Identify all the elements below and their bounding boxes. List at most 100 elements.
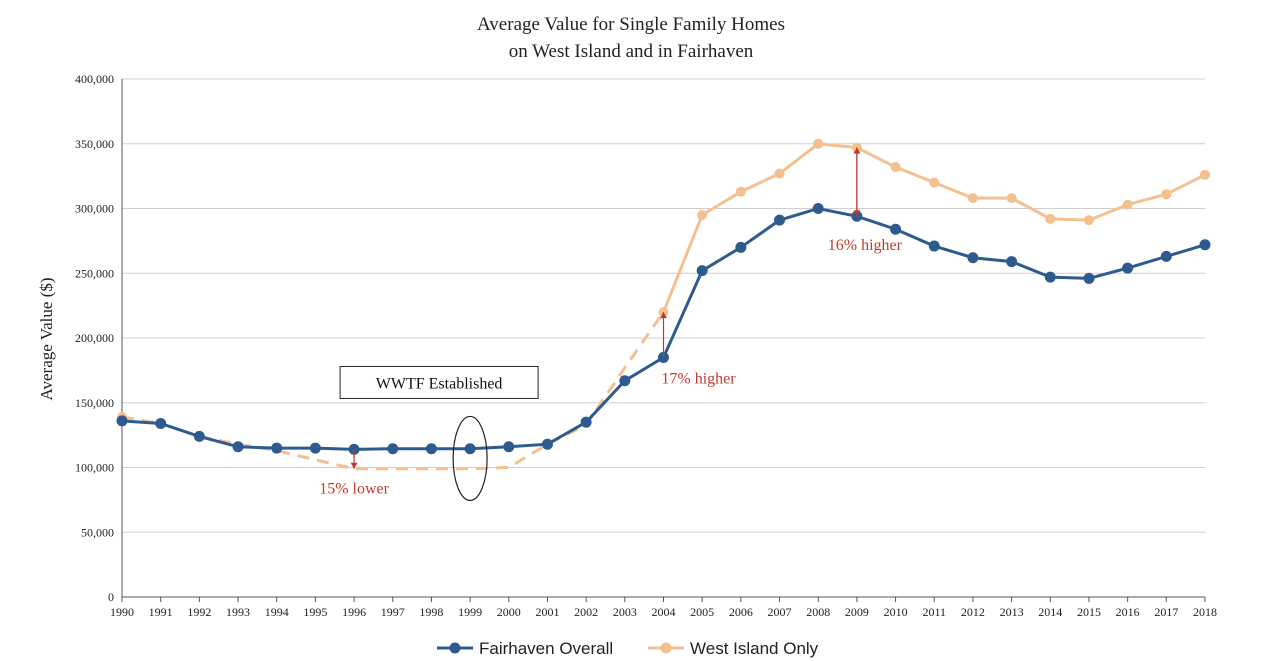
- west-island-point: [735, 186, 746, 197]
- fairhaven-point: [193, 430, 205, 442]
- legend-swatch-marker: [449, 642, 461, 654]
- fairhaven-point: [890, 223, 902, 235]
- fairhaven-point: [619, 375, 631, 387]
- x-tick-label: 1996: [342, 605, 366, 619]
- legend-label: West Island Only: [690, 639, 819, 658]
- fairhaven-point: [387, 443, 399, 455]
- legend-label: Fairhaven Overall: [479, 639, 613, 658]
- west-island-point: [774, 168, 785, 179]
- fairhaven-point: [425, 443, 437, 455]
- x-tick-label: 2014: [1038, 605, 1062, 619]
- fairhaven-point: [812, 203, 824, 214]
- x-tick-label: 2002: [574, 605, 598, 619]
- west-island-point: [1122, 199, 1133, 210]
- west-island-point: [1200, 169, 1210, 180]
- y-axis-label: Average Value ($): [37, 277, 56, 400]
- x-tick-label: 2013: [1000, 605, 1024, 619]
- arrow-head: [660, 312, 667, 319]
- x-tick-label: 2000: [497, 605, 521, 619]
- y-tick-label: 350,000: [75, 137, 114, 151]
- legend-swatch-marker: [660, 642, 672, 654]
- x-tick-label: 2018: [1193, 605, 1217, 619]
- annotation-label: 15% lower: [319, 481, 389, 498]
- x-tick-label: 1998: [419, 605, 443, 619]
- fairhaven-point: [541, 438, 553, 450]
- x-tick-label: 2015: [1077, 605, 1101, 619]
- x-tick-label: 2006: [729, 605, 753, 619]
- x-tick-label: 2016: [1116, 605, 1140, 619]
- west-island-point: [1006, 193, 1017, 204]
- x-tick-label: 1992: [187, 605, 211, 619]
- fairhaven-point: [696, 265, 708, 277]
- x-tick-label: 2017: [1154, 605, 1178, 619]
- y-tick-label: 300,000: [75, 202, 114, 216]
- y-tick-label: 200,000: [75, 331, 114, 345]
- west-island-point: [967, 193, 978, 204]
- chart-title: Average Value for Single Family Homes on…: [477, 14, 785, 62]
- x-tick-label: 1993: [226, 605, 250, 619]
- x-tick-label: 1997: [381, 605, 405, 619]
- fairhaven-point: [967, 252, 979, 264]
- fairhaven-point: [232, 441, 244, 453]
- x-tick-label: 1991: [149, 605, 173, 619]
- x-tick-label: 1999: [458, 605, 482, 619]
- arrow-head: [853, 147, 861, 154]
- fairhaven-point: [309, 442, 321, 454]
- y-tick-label: 400,000: [75, 72, 114, 86]
- x-tick-label: 2011: [922, 605, 946, 619]
- annotations: 15% lower 17% higher 16% higher WWTF Establ…: [319, 147, 903, 502]
- fairhaven-point: [1044, 271, 1056, 283]
- x-tick-label: 2010: [884, 605, 908, 619]
- x-tick-label: 1994: [265, 605, 289, 619]
- y-tick-label: 150,000: [75, 396, 114, 410]
- chart-title-line-1: Average Value for Single Family Homes: [477, 14, 785, 35]
- series-line-west-island-dashed: [121, 311, 665, 471]
- wwtf-label: WWTF Established: [376, 375, 503, 392]
- west-island-point: [1045, 213, 1056, 224]
- fairhaven-point: [271, 442, 283, 454]
- x-tick-label: 1990: [110, 605, 134, 619]
- x-tick-label: 2005: [690, 605, 714, 619]
- west-island-point: [1083, 215, 1094, 226]
- x-tick-label: 2012: [961, 605, 985, 619]
- series-lines: [116, 138, 1211, 471]
- fairhaven-point: [928, 240, 940, 252]
- legend: Fairhaven Overall West Island Only: [437, 639, 819, 658]
- west-island-point: [1161, 189, 1172, 200]
- x-tick-label: 2008: [806, 605, 830, 619]
- y-tick-label: 100,000: [75, 461, 114, 475]
- fairhaven-point: [1160, 250, 1172, 262]
- annotation-label: 16% higher: [828, 237, 903, 254]
- west-island-point: [697, 209, 708, 220]
- fairhaven-point: [155, 417, 167, 429]
- x-axis-ticks: 1990 1991 1992 1993 1994 1995 1996 1997 1998 1999…: [110, 597, 1217, 619]
- fairhaven-point: [116, 415, 128, 427]
- fairhaven-point: [580, 416, 592, 428]
- x-tick-label: 2007: [768, 605, 792, 619]
- series-line-west-island: [662, 142, 1206, 313]
- fairhaven-point: [774, 214, 786, 226]
- x-tick-label: 2009: [845, 605, 869, 619]
- annotation-label: 17% higher: [661, 370, 736, 387]
- x-tick-label: 2004: [652, 605, 676, 619]
- fairhaven-point: [1083, 272, 1095, 284]
- y-axis-ticks: 0 50,000 100,000 150,000 200,000 250,000 300,0…: [75, 72, 114, 604]
- fairhaven-point: [735, 241, 747, 253]
- fairhaven-point: [1199, 239, 1211, 251]
- y-tick-label: 50,000: [81, 525, 114, 539]
- y-tick-label: 0: [108, 590, 114, 604]
- west-island-point: [813, 138, 824, 149]
- y-tick-label: 250,000: [75, 266, 114, 280]
- fairhaven-point: [503, 441, 515, 453]
- wwtf-box: [339, 365, 539, 399]
- west-island-point: [890, 162, 901, 173]
- x-tick-label: 2001: [535, 605, 559, 619]
- west-island-point: [929, 177, 940, 188]
- chart-title-line-2: on West Island and in Fairhaven: [509, 41, 754, 62]
- x-tick-label: 1995: [303, 605, 327, 619]
- wwtf-ellipse: [452, 415, 488, 502]
- arrow-head: [350, 462, 358, 469]
- fairhaven-point: [464, 443, 476, 455]
- fairhaven-point: [1122, 262, 1134, 274]
